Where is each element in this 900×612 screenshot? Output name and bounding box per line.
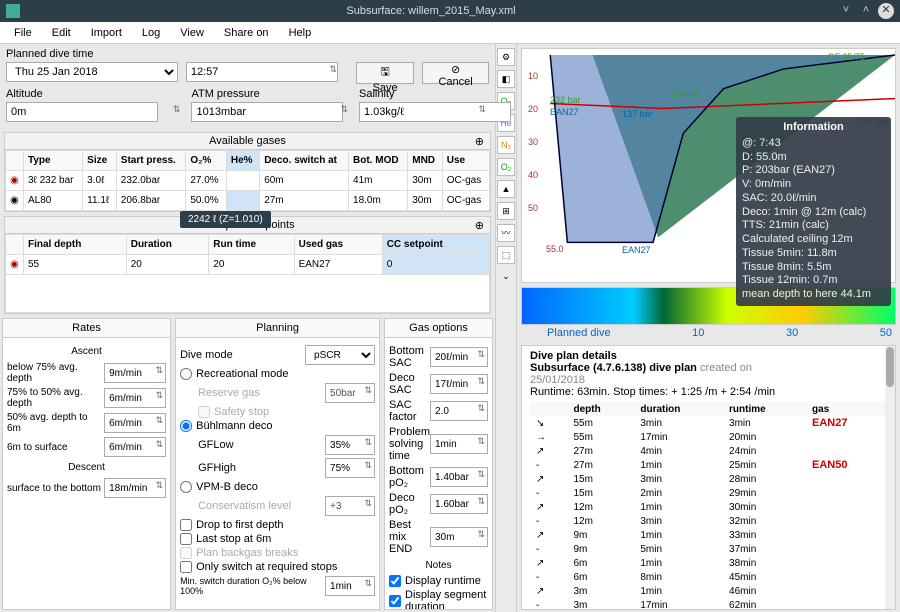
gas-row[interactable]: ◉3ℓ 232 bar3.0ℓ232.0bar27.0%60m41m30mOC-… bbox=[6, 171, 490, 191]
minimize-button[interactable]: ˅ bbox=[838, 3, 854, 19]
tool-icon[interactable]: ▲ bbox=[497, 180, 515, 198]
tool-icon[interactable]: 〰 bbox=[497, 224, 515, 242]
tool-icon[interactable]: ⊞ bbox=[497, 202, 515, 220]
plan-row: ↘55m3min3minEAN27 bbox=[530, 416, 887, 430]
point-row[interactable]: ◉552020EAN270 bbox=[6, 255, 490, 275]
date-select[interactable]: Thu 25 Jan 2018 bbox=[6, 62, 178, 82]
menu-share[interactable]: Share on bbox=[214, 27, 279, 39]
tool-icon[interactable]: O₂ bbox=[497, 158, 515, 176]
planned-dive-time-label: Planned dive time bbox=[6, 48, 489, 60]
time-axis: Planned dive 10 30 50 bbox=[517, 327, 900, 343]
atm-input[interactable] bbox=[191, 102, 343, 122]
plan-row: ↗27m4min24min bbox=[530, 444, 887, 458]
reqstops-check[interactable] bbox=[180, 561, 192, 573]
bme-input[interactable] bbox=[430, 527, 488, 547]
plan-row: ↗6m1min38min bbox=[530, 556, 887, 570]
ascent-input-0[interactable] bbox=[104, 363, 166, 383]
gases-add-icon[interactable]: ⊕ bbox=[475, 135, 484, 148]
plan-row: →55m17min20min bbox=[530, 430, 887, 444]
note-seg[interactable] bbox=[389, 595, 401, 607]
dpo2-input[interactable] bbox=[430, 494, 488, 514]
maximize-button[interactable]: ˄ bbox=[858, 3, 874, 19]
menu-help[interactable]: Help bbox=[279, 27, 322, 39]
salinity-label: Salinity bbox=[359, 88, 489, 100]
rates-heading: Rates bbox=[3, 319, 170, 338]
plan-row: ↗12m1min30min bbox=[530, 500, 887, 514]
planner-points-panel: Dive planner points⊕ Final depth Duratio… bbox=[4, 216, 491, 314]
tool-icon[interactable]: ◧ bbox=[497, 70, 515, 88]
bsac-input[interactable] bbox=[430, 347, 488, 367]
cancel-button[interactable]: ⊘ Cancel bbox=[422, 62, 489, 84]
tool-icon[interactable]: ⚙ bbox=[497, 48, 515, 66]
details-scrollbar[interactable] bbox=[885, 346, 895, 609]
plan-row: -15m2min29min bbox=[530, 486, 887, 500]
altitude-label: Altitude bbox=[6, 88, 183, 100]
gflow-input[interactable] bbox=[325, 435, 375, 455]
gas-row[interactable]: ◉AL8011.1ℓ206.8bar50.0%27m18.0m30mOC-gas bbox=[6, 191, 490, 211]
menu-file[interactable]: File bbox=[4, 27, 42, 39]
titlebar: Subsurface: willem_2015_May.xml ˅ ˄ ✕ bbox=[0, 0, 900, 22]
tool-expand-icon[interactable]: ⌄ bbox=[497, 268, 515, 286]
gases-table: Type Size Start press. O₂% He% Deco. swi… bbox=[5, 150, 490, 211]
profile-info-tooltip: Information @: 7:43D: 55.0mP: 203bar (EA… bbox=[736, 117, 891, 306]
menu-view[interactable]: View bbox=[170, 27, 214, 39]
gfhigh-input[interactable] bbox=[325, 458, 375, 478]
dive-mode-select[interactable]: pSCR bbox=[305, 345, 375, 365]
plan-row: -9m5min37min bbox=[530, 542, 887, 556]
rec-radio[interactable] bbox=[180, 368, 192, 380]
menu-log[interactable]: Log bbox=[132, 27, 170, 39]
descent-input[interactable] bbox=[104, 478, 166, 498]
planning-heading: Planning bbox=[176, 319, 379, 338]
dsac-input[interactable] bbox=[430, 374, 488, 394]
profile-toolbar: ⚙ ◧ O₂ He N₂ O₂ ▲ ⊞ 〰 ⬚ ⌄ bbox=[495, 44, 517, 612]
dive-profile-chart[interactable]: 10 20 30 40 50 55.0 GF 35/75 232 bar EAN… bbox=[521, 48, 896, 283]
menu-edit[interactable]: Edit bbox=[42, 27, 81, 39]
note-rt[interactable] bbox=[389, 575, 401, 587]
drop-check[interactable] bbox=[180, 519, 192, 531]
gases-heading: Available gases bbox=[209, 135, 286, 147]
minswitch-input[interactable] bbox=[325, 576, 375, 596]
plan-row: ↗3m1min46min bbox=[530, 584, 887, 598]
menubar: File Edit Import Log View Share on Help bbox=[0, 22, 900, 44]
available-gases-panel: Available gases ⊕ Type Size Start press. … bbox=[4, 132, 491, 212]
salinity-input[interactable] bbox=[359, 102, 511, 122]
points-add-icon[interactable]: ⊕ bbox=[475, 219, 484, 232]
tool-icon[interactable]: N₂ bbox=[497, 136, 515, 154]
ascent-input-3[interactable] bbox=[104, 437, 166, 457]
buhl-radio[interactable] bbox=[180, 420, 192, 432]
ascent-input-2[interactable] bbox=[104, 413, 166, 433]
last6-check[interactable] bbox=[180, 533, 192, 545]
pst-input[interactable] bbox=[430, 434, 488, 454]
save-button[interactable]: 🖫 Save bbox=[356, 62, 414, 84]
plan-row: ↗9m1min33min bbox=[530, 528, 887, 542]
ascent-input-1[interactable] bbox=[104, 388, 166, 408]
altitude-input[interactable] bbox=[6, 102, 158, 122]
window-title: Subsurface: willem_2015_May.xml bbox=[28, 5, 834, 17]
gasopt-heading: Gas options bbox=[385, 319, 492, 338]
bpo2-input[interactable] bbox=[430, 467, 488, 487]
tool-icon[interactable]: ⬚ bbox=[497, 246, 515, 264]
plan-row: -27m1min25minEAN50 bbox=[530, 458, 887, 472]
plan-row: -6m8min45min bbox=[530, 570, 887, 584]
sacf-input[interactable] bbox=[430, 401, 488, 421]
time-input[interactable] bbox=[186, 62, 338, 82]
app-icon bbox=[6, 4, 20, 18]
plan-row: -12m3min32min bbox=[530, 514, 887, 528]
close-button[interactable]: ✕ bbox=[878, 3, 894, 19]
gas-tooltip: 2242 ℓ (Z=1.010) bbox=[180, 211, 271, 228]
points-table: Final depth Duration Run time Used gas C… bbox=[5, 234, 490, 313]
menu-import[interactable]: Import bbox=[81, 27, 132, 39]
plan-row: ↗15m3min28min bbox=[530, 472, 887, 486]
plan-row: -3m17min62min bbox=[530, 598, 887, 610]
dive-plan-details: Dive plan details Subsurface (4.7.6.138)… bbox=[521, 345, 896, 610]
vpm-radio[interactable] bbox=[180, 481, 192, 493]
atm-label: ATM pressure bbox=[191, 88, 351, 100]
